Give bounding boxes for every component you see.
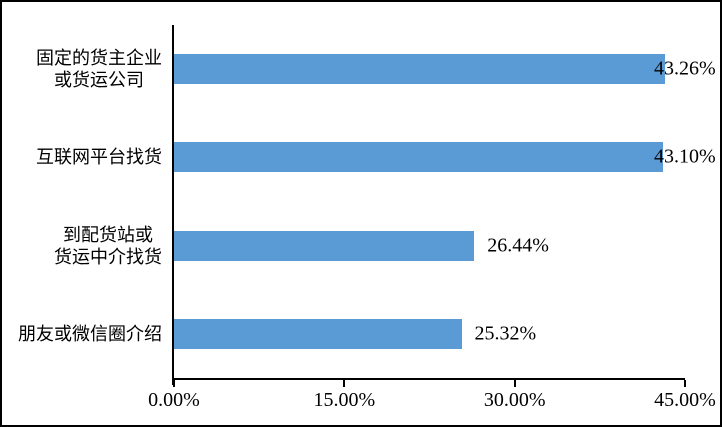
x-tick-mark (173, 380, 175, 387)
x-tick-label: 30.00% (483, 389, 546, 411)
category-label-line: 到配货站或 (63, 224, 153, 245)
category-label: 互联网平台找货 (36, 146, 162, 168)
value-label: 25.32% (474, 322, 537, 345)
category-label-line: 固定的货主企业 (36, 48, 162, 69)
bar-row: 25.32% (174, 290, 685, 378)
x-tick-label: 15.00% (313, 389, 376, 411)
category-cell: 到配货站或 货运中介找货 (4, 202, 174, 290)
category-cell: 朋友或微信圈介绍 (4, 290, 174, 378)
value-label: 43.26% (654, 57, 716, 80)
bar-rows: 43.26% 43.10% 26.44% 25.32% (174, 25, 716, 378)
value-label: 43.10% (654, 145, 716, 168)
category-cell: 互联网平台找货 (4, 113, 174, 201)
bar-row: 43.10% (174, 113, 716, 201)
x-tick-label: 0.00% (148, 389, 200, 411)
bar-row: 26.44% (174, 202, 685, 290)
bar (174, 230, 475, 261)
plot-area: 43.26% 43.10% 26.44% 25.32% 0.00% 15.00% 30.0… (148, 25, 716, 411)
bar-row: 43.26% (174, 25, 716, 113)
bar (174, 318, 462, 349)
value-label: 26.44% (487, 234, 549, 257)
category-label-line: 货运中介找货 (54, 246, 162, 267)
category-label-line: 或货运公司 (54, 70, 144, 91)
category-label-line: 互联网平台找货 (36, 147, 162, 168)
bar (174, 54, 666, 85)
x-tick-mark (513, 380, 516, 387)
x-tick-mark (684, 380, 686, 387)
y-axis-line (172, 25, 174, 385)
category-label: 固定的货主企业 或货运公司 (36, 47, 162, 91)
category-label: 朋友或微信圈介绍 (18, 323, 162, 345)
category-label: 到配货站或 货运中介找货 (54, 224, 162, 268)
category-label-line: 朋友或微信圈介绍 (18, 323, 162, 344)
x-tick-mark (343, 380, 346, 387)
category-cell: 固定的货主企业 或货运公司 (4, 25, 174, 113)
category-axis: 固定的货主企业 或货运公司互联网平台找货到配货站或 货运中介找货朋友或微信圈介绍 (4, 25, 174, 378)
x-tick-label: 45.00% (654, 389, 716, 411)
x-axis-line (174, 378, 685, 380)
bar (174, 142, 664, 173)
